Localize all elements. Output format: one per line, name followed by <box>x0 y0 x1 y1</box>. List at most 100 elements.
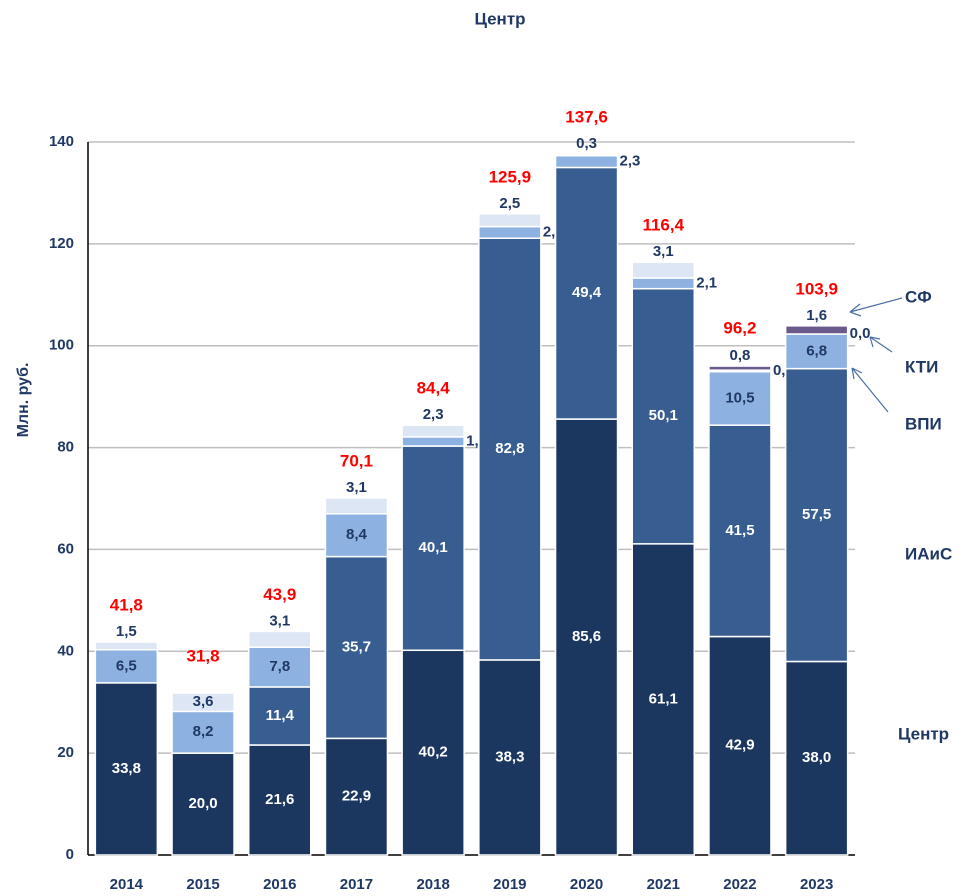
bar-segment <box>554 155 619 169</box>
data-label: 3,6 <box>193 693 214 710</box>
legend-label: Центр <box>898 724 949 743</box>
data-label: 33,8 <box>112 760 141 777</box>
data-label: 8,4 <box>346 526 368 543</box>
legend-label: ВПИ <box>905 414 942 433</box>
x-tick-label: 2019 <box>493 876 526 893</box>
bar-segment <box>708 424 772 638</box>
bar-segment <box>401 424 465 438</box>
total-label: 116,4 <box>642 216 684 235</box>
y-tick-label: 120 <box>49 235 74 252</box>
y-axis-label: Млн. руб. <box>15 363 32 438</box>
y-tick-label: 80 <box>57 439 74 456</box>
bar-segment <box>401 445 465 652</box>
y-tick-label: 140 <box>49 133 74 150</box>
legend-arrows <box>849 297 903 413</box>
bar-segment <box>784 333 849 370</box>
x-tick-label: 2016 <box>263 876 296 893</box>
data-label: 0,8 <box>730 347 751 364</box>
data-label: 38,3 <box>495 748 524 765</box>
bar-segment <box>631 277 695 290</box>
data-label: 82,8 <box>495 440 524 457</box>
total-label: 41,8 <box>110 596 143 615</box>
bar-segment <box>248 744 312 856</box>
bar-segment <box>248 646 312 688</box>
bar-segment <box>631 287 695 545</box>
data-label: 38,0 <box>802 749 831 766</box>
data-label: 20,0 <box>188 795 217 812</box>
bar-segment <box>248 686 312 746</box>
y-tick-label: 100 <box>49 337 74 354</box>
data-label: 49,4 <box>572 284 602 301</box>
data-label: 1,5 <box>116 623 137 640</box>
data-label: 35,7 <box>342 638 371 655</box>
data-label: 57,5 <box>802 506 831 523</box>
bar-segment <box>171 692 235 713</box>
data-label: 7,8 <box>269 658 290 675</box>
legend-label: СФ <box>905 287 932 306</box>
data-label: 3,1 <box>346 479 367 496</box>
total-label: 43,9 <box>263 585 296 604</box>
bar-segment <box>401 649 465 856</box>
x-tick-label: 2017 <box>340 876 373 893</box>
total-label: 84,4 <box>417 379 451 398</box>
data-label: 6,8 <box>806 342 827 359</box>
total-label: 103,9 <box>795 279 838 298</box>
x-tick-label: 2020 <box>570 876 603 893</box>
bar-segment <box>784 325 849 335</box>
data-label: 2,3 <box>423 406 444 423</box>
x-tick-label: 2021 <box>647 876 680 893</box>
bar-segment <box>94 641 159 651</box>
data-label: 61,1 <box>649 690 678 707</box>
total-label: 70,1 <box>340 451 373 470</box>
bar-segment <box>171 710 235 754</box>
bar-segment <box>324 737 389 856</box>
data-label: 1,6 <box>806 307 827 324</box>
bar-segment <box>248 630 312 648</box>
bar-segment <box>94 649 159 684</box>
bar-segment <box>554 418 619 856</box>
bar-segment <box>324 513 389 558</box>
data-label: 6,5 <box>116 657 137 674</box>
x-tick-label: 2014 <box>110 876 144 893</box>
legend-label: КТИ <box>905 357 938 376</box>
data-label: 21,6 <box>265 791 294 808</box>
chart-title: Центр <box>474 9 525 28</box>
data-label: 2,3 <box>620 153 641 170</box>
data-label: 3,1 <box>653 243 674 260</box>
x-tick-label: 2022 <box>723 876 756 893</box>
data-label: 85,6 <box>572 628 601 645</box>
data-label: 11,4 <box>266 707 295 724</box>
data-label: 42,9 <box>725 737 754 754</box>
data-label: 2,5 <box>499 195 520 212</box>
bar-segment <box>478 225 542 240</box>
bar-segment <box>478 659 542 856</box>
total-label: 96,2 <box>723 319 756 338</box>
data-label: 40,2 <box>419 744 448 761</box>
bar-segment <box>478 237 542 661</box>
y-tick-label: 0 <box>66 846 74 863</box>
bar-segment <box>94 682 159 856</box>
bar-segment <box>631 261 695 279</box>
data-label: 0,0 <box>850 325 871 342</box>
y-tick-label: 60 <box>57 540 74 557</box>
legend-label: ИАиС <box>905 544 952 563</box>
data-label: 41,5 <box>725 522 754 539</box>
bar-segment <box>631 543 695 856</box>
bar-segment <box>708 365 772 371</box>
data-label: 3,1 <box>269 612 290 629</box>
x-tick-label: 2023 <box>800 876 833 893</box>
data-label: 40,1 <box>419 539 448 556</box>
x-tick-label: 2018 <box>416 876 449 893</box>
bar-segment <box>708 370 772 426</box>
total-label: 31,8 <box>187 647 220 666</box>
y-tick-label: 20 <box>57 744 74 761</box>
data-label: 50,1 <box>649 407 678 424</box>
bar-segment <box>324 497 389 515</box>
y-tick-label: 40 <box>57 642 74 659</box>
x-tick-label: 2015 <box>186 876 219 893</box>
bar-segment <box>554 153 619 157</box>
data-label: 10,5 <box>725 389 754 406</box>
total-label: 137,6 <box>565 108 608 127</box>
data-label: 2,1 <box>696 274 717 291</box>
